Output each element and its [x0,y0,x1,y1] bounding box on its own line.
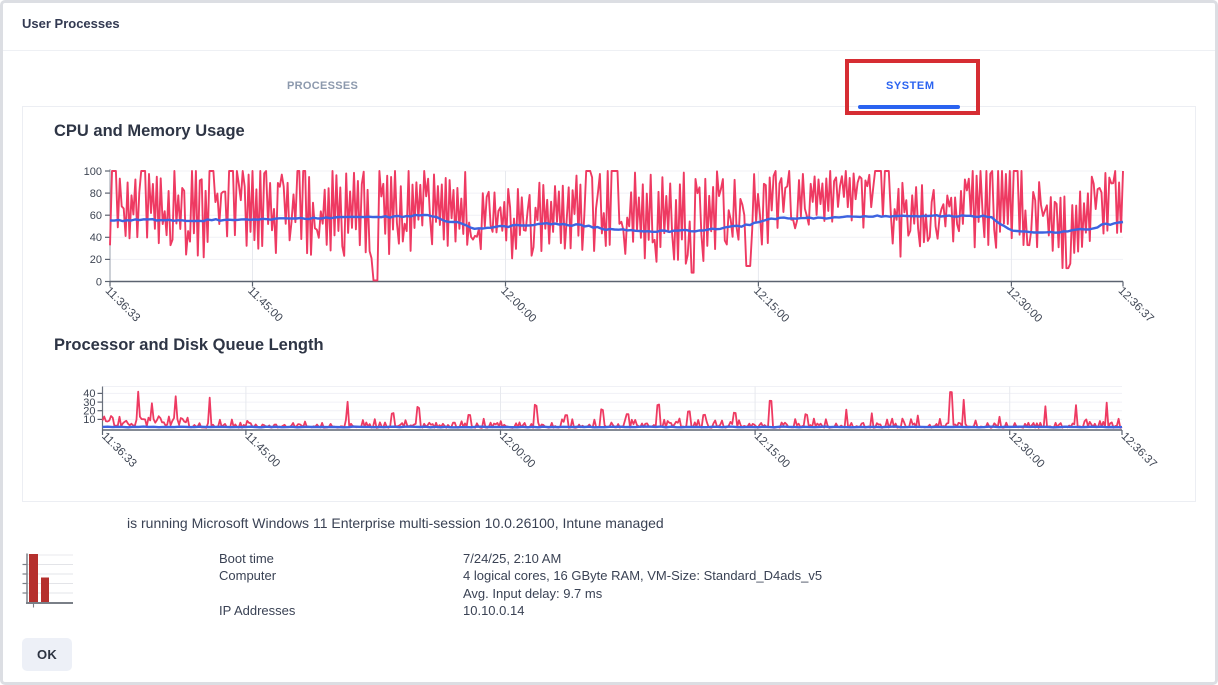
svg-text:12:30:00: 12:30:00 [1004,285,1044,325]
svg-text:11:36:33: 11:36:33 [103,285,143,325]
svg-text:20: 20 [90,254,102,266]
svg-text:12:36:37: 12:36:37 [1116,285,1156,325]
svg-text:0: 0 [96,276,102,288]
svg-text:11:45:00: 11:45:00 [245,285,285,325]
svg-text:11:45:00: 11:45:00 [243,430,283,470]
svg-text:12:30:00: 12:30:00 [1006,430,1046,470]
svg-text:40: 40 [83,388,95,400]
svg-text:12:15:00: 12:15:00 [752,430,792,470]
svg-text:10: 10 [83,414,95,426]
svg-text:30: 30 [83,397,95,409]
svg-text:12:36:37: 12:36:37 [1119,430,1159,470]
svg-text:12:15:00: 12:15:00 [751,285,791,325]
svg-text:12:00:00: 12:00:00 [498,285,538,325]
svg-text:40: 40 [90,232,102,244]
svg-text:60: 60 [90,210,102,222]
svg-text:20: 20 [83,406,95,418]
svg-text:100: 100 [84,166,102,178]
svg-text:12:00:00: 12:00:00 [497,430,537,470]
svg-text:80: 80 [90,188,102,200]
svg-text:11:36:33: 11:36:33 [99,430,139,470]
